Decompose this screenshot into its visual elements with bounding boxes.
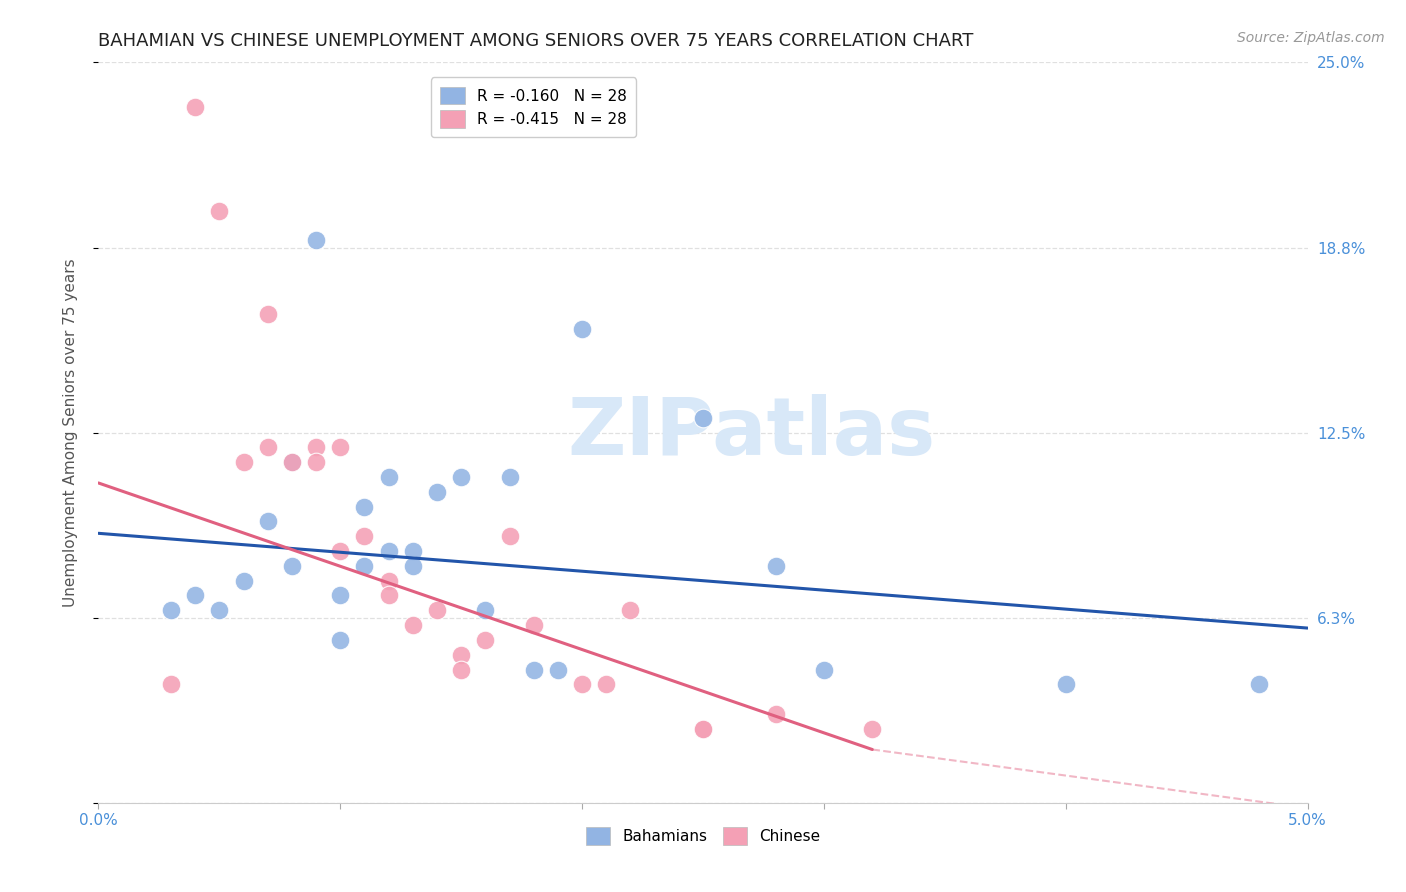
Point <box>860 722 883 736</box>
Point <box>305 233 328 247</box>
Point <box>160 603 183 617</box>
Point <box>765 706 787 721</box>
Text: ZIPatlas: ZIPatlas <box>567 393 935 472</box>
Point <box>281 558 304 573</box>
Point <box>256 307 278 321</box>
Point <box>377 589 399 603</box>
Point <box>450 648 472 662</box>
Point <box>523 618 546 632</box>
Point <box>353 500 375 514</box>
Point <box>450 663 472 677</box>
Point <box>402 558 425 573</box>
Point <box>692 410 714 425</box>
Point <box>474 632 496 647</box>
Point <box>523 663 546 677</box>
Point <box>329 441 352 455</box>
Point <box>813 663 835 677</box>
Point <box>208 203 231 218</box>
Y-axis label: Unemployment Among Seniors over 75 years: Unemployment Among Seniors over 75 years <box>63 259 77 607</box>
Point <box>402 618 425 632</box>
Point <box>232 574 254 588</box>
Point <box>474 603 496 617</box>
Point <box>1249 677 1271 691</box>
Point <box>329 544 352 558</box>
Point <box>184 589 207 603</box>
Point <box>160 677 183 691</box>
Point <box>498 470 520 484</box>
Point <box>377 574 399 588</box>
Point <box>305 441 328 455</box>
Point <box>1054 677 1077 691</box>
Text: BAHAMIAN VS CHINESE UNEMPLOYMENT AMONG SENIORS OVER 75 YEARS CORRELATION CHART: BAHAMIAN VS CHINESE UNEMPLOYMENT AMONG S… <box>98 32 974 50</box>
Legend: Bahamians, Chinese: Bahamians, Chinese <box>579 821 827 851</box>
Point <box>232 455 254 469</box>
Point <box>184 100 207 114</box>
Point <box>377 470 399 484</box>
Point <box>571 322 593 336</box>
Point <box>329 589 352 603</box>
Point <box>692 722 714 736</box>
Point <box>571 677 593 691</box>
Point <box>377 544 399 558</box>
Point <box>256 441 278 455</box>
Point <box>329 632 352 647</box>
Point <box>353 529 375 543</box>
Text: Source: ZipAtlas.com: Source: ZipAtlas.com <box>1237 31 1385 45</box>
Point <box>256 515 278 529</box>
Point <box>353 558 375 573</box>
Point <box>281 455 304 469</box>
Point <box>619 603 641 617</box>
Point <box>450 470 472 484</box>
Point <box>426 603 449 617</box>
Point <box>547 663 569 677</box>
Point <box>281 455 304 469</box>
Point <box>765 558 787 573</box>
Point <box>208 603 231 617</box>
Point <box>692 722 714 736</box>
Point <box>426 484 449 499</box>
Point <box>498 529 520 543</box>
Point <box>305 455 328 469</box>
Point <box>402 544 425 558</box>
Point <box>595 677 617 691</box>
